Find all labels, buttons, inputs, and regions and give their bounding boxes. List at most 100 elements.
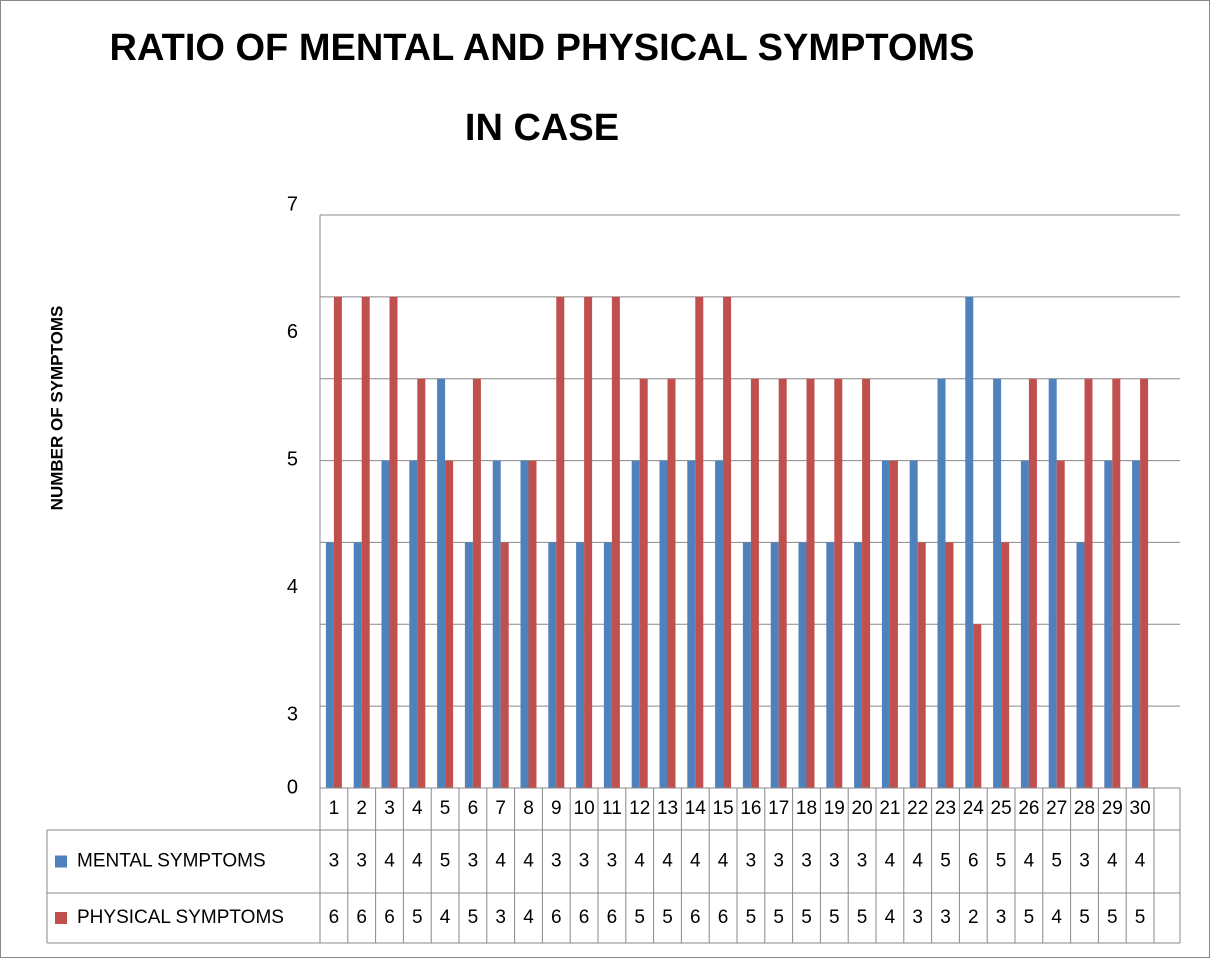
table-value: 4 xyxy=(523,907,534,928)
table-value: 3 xyxy=(329,851,340,872)
bar xyxy=(353,542,362,788)
bar xyxy=(1140,378,1149,788)
bar xyxy=(445,460,454,788)
table-value: 4 xyxy=(885,907,896,928)
bar xyxy=(389,296,398,788)
bar xyxy=(576,542,585,788)
bar xyxy=(742,542,751,788)
x-tick-label: 10 xyxy=(574,798,595,819)
table-value: 3 xyxy=(773,851,784,872)
table-value: 3 xyxy=(912,907,923,928)
table-value: 5 xyxy=(1135,907,1146,928)
table-value: 6 xyxy=(384,907,395,928)
bar xyxy=(603,542,612,788)
bar xyxy=(687,460,696,788)
table-value: 3 xyxy=(579,851,590,872)
y-axis-label: NUMBER OF SYMPTOMS xyxy=(47,306,66,511)
x-tick-label: 6 xyxy=(468,798,479,819)
bar xyxy=(472,378,481,788)
bar xyxy=(917,542,926,788)
x-tick-label: 9 xyxy=(551,798,562,819)
bar xyxy=(1020,460,1029,788)
x-tick-label: 1 xyxy=(329,798,340,819)
bar xyxy=(1076,542,1085,788)
legend-swatch xyxy=(55,912,67,924)
x-tick-label: 8 xyxy=(523,798,534,819)
legend-label: MENTAL SYMPTOMS xyxy=(77,851,266,872)
table-value: 5 xyxy=(746,907,757,928)
table-value: 4 xyxy=(440,907,451,928)
x-tick-label: 22 xyxy=(907,798,928,819)
table-value: 4 xyxy=(412,851,423,872)
table-value: 6 xyxy=(607,907,618,928)
x-tick-label: 7 xyxy=(495,798,506,819)
x-tick-label: 19 xyxy=(824,798,845,819)
x-tick-label: 12 xyxy=(629,798,650,819)
table-value: 4 xyxy=(495,851,506,872)
table-value: 3 xyxy=(1079,851,1090,872)
bar xyxy=(492,460,501,788)
table-value: 3 xyxy=(857,851,868,872)
bar xyxy=(325,542,334,788)
table-value: 5 xyxy=(1079,907,1090,928)
y-tick-label: 3 xyxy=(287,703,298,725)
bar xyxy=(659,460,668,788)
bar xyxy=(611,296,620,788)
bar xyxy=(667,378,676,788)
bar xyxy=(1001,542,1010,788)
table-value: 3 xyxy=(551,851,562,872)
legend-swatch xyxy=(55,855,67,868)
table-value: 2 xyxy=(968,907,979,928)
table-value: 3 xyxy=(495,907,506,928)
y-tick-label: 6 xyxy=(287,321,298,343)
bar xyxy=(834,378,843,788)
bar xyxy=(381,460,390,788)
bar xyxy=(1056,460,1065,788)
bar xyxy=(1104,460,1113,788)
table-value: 6 xyxy=(551,907,562,928)
table-value: 5 xyxy=(1024,907,1035,928)
bar xyxy=(965,296,974,788)
table-value: 4 xyxy=(1107,851,1118,872)
x-tick-label: 27 xyxy=(1046,798,1067,819)
table-value: 5 xyxy=(1051,851,1062,872)
table-value: 6 xyxy=(968,851,979,872)
bar xyxy=(639,378,648,788)
bar xyxy=(798,542,807,788)
bar xyxy=(723,296,732,788)
x-tick-label: 23 xyxy=(935,798,956,819)
table-value: 5 xyxy=(801,907,812,928)
bar xyxy=(409,460,418,788)
bar xyxy=(417,378,426,788)
x-tick-label: 3 xyxy=(384,798,395,819)
bar xyxy=(889,460,898,788)
bar xyxy=(909,460,918,788)
bar xyxy=(881,460,890,788)
table-value: 5 xyxy=(940,851,951,872)
x-tick-label: 11 xyxy=(602,798,622,819)
bar xyxy=(750,378,759,788)
bar xyxy=(770,542,779,788)
table-value: 5 xyxy=(468,907,479,928)
table-value: 6 xyxy=(579,907,590,928)
bar xyxy=(520,460,529,788)
table-value: 5 xyxy=(996,851,1007,872)
bar xyxy=(778,378,787,788)
bar xyxy=(826,542,835,788)
table-value: 4 xyxy=(690,851,701,872)
bar xyxy=(854,542,863,788)
table-value: 5 xyxy=(634,907,645,928)
x-tick-label: 17 xyxy=(768,798,789,819)
table-value: 4 xyxy=(662,851,673,872)
bar xyxy=(361,296,370,788)
x-tick-label: 20 xyxy=(852,798,873,819)
x-tick-label: 2 xyxy=(356,798,367,819)
bar xyxy=(631,460,640,788)
chart-title: IN CASE xyxy=(465,107,619,149)
table-value: 3 xyxy=(356,851,367,872)
bar xyxy=(945,542,954,788)
table-value: 3 xyxy=(468,851,479,872)
bar xyxy=(464,542,473,788)
bar xyxy=(715,460,724,788)
